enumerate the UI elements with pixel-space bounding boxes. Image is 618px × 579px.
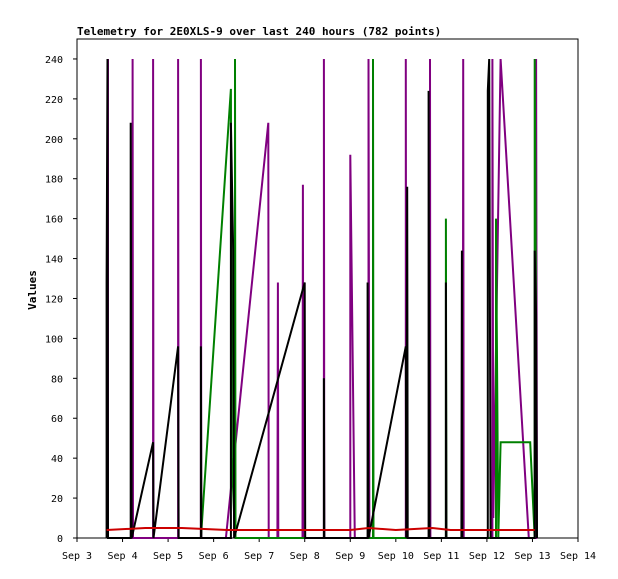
y-tick-label: 200	[45, 135, 63, 146]
x-tick-label: Sep 9	[335, 551, 365, 562]
x-tick-label: Sep 7	[244, 551, 274, 562]
x-tick-label: Sep 10	[378, 551, 414, 562]
y-tick-label: 60	[51, 414, 63, 425]
y-tick-label: 80	[51, 374, 63, 385]
series-layer	[105, 58, 538, 539]
y-tick-label: 120	[45, 294, 63, 305]
series-line-4	[106, 526, 535, 532]
y-tick-label: 160	[45, 215, 63, 226]
x-tick-label: Sep 13	[514, 551, 550, 562]
chart-title: Telemetry for 2E0XLS-9 over last 240 hou…	[77, 25, 441, 38]
y-tick-label: 220	[45, 95, 63, 106]
series-line-1	[106, 58, 538, 539]
y-tick-label: 240	[45, 55, 63, 66]
x-tick-label: Sep 3	[62, 551, 92, 562]
x-tick-label: Sep 4	[107, 551, 137, 562]
y-tick-label: 140	[45, 255, 63, 266]
y-tick-label: 180	[45, 175, 63, 186]
x-tick-label: Sep 14	[560, 551, 596, 562]
y-tick-label: 20	[51, 494, 63, 505]
x-tick-label: Sep 12	[469, 551, 505, 562]
x-axis: Sep 3 Sep 4 Sep 5 Sep 6 Sep 7 Sep 8 Sep 9 Sep 1…	[62, 538, 596, 562]
y-tick-label: 0	[57, 534, 63, 545]
y-tick-label: 100	[45, 334, 63, 345]
x-tick-label: Sep 5	[153, 551, 183, 562]
x-tick-label: Sep 6	[199, 551, 229, 562]
y-axis: 0 20 40 60 80 100 120 140 160 180 200 220 240	[45, 55, 77, 545]
y-axis-label: Values	[26, 270, 39, 310]
x-tick-label: Sep 11	[423, 551, 459, 562]
series-line-3	[105, 58, 538, 539]
y-tick-label: 40	[51, 454, 63, 465]
x-tick-label: Sep 8	[290, 551, 320, 562]
